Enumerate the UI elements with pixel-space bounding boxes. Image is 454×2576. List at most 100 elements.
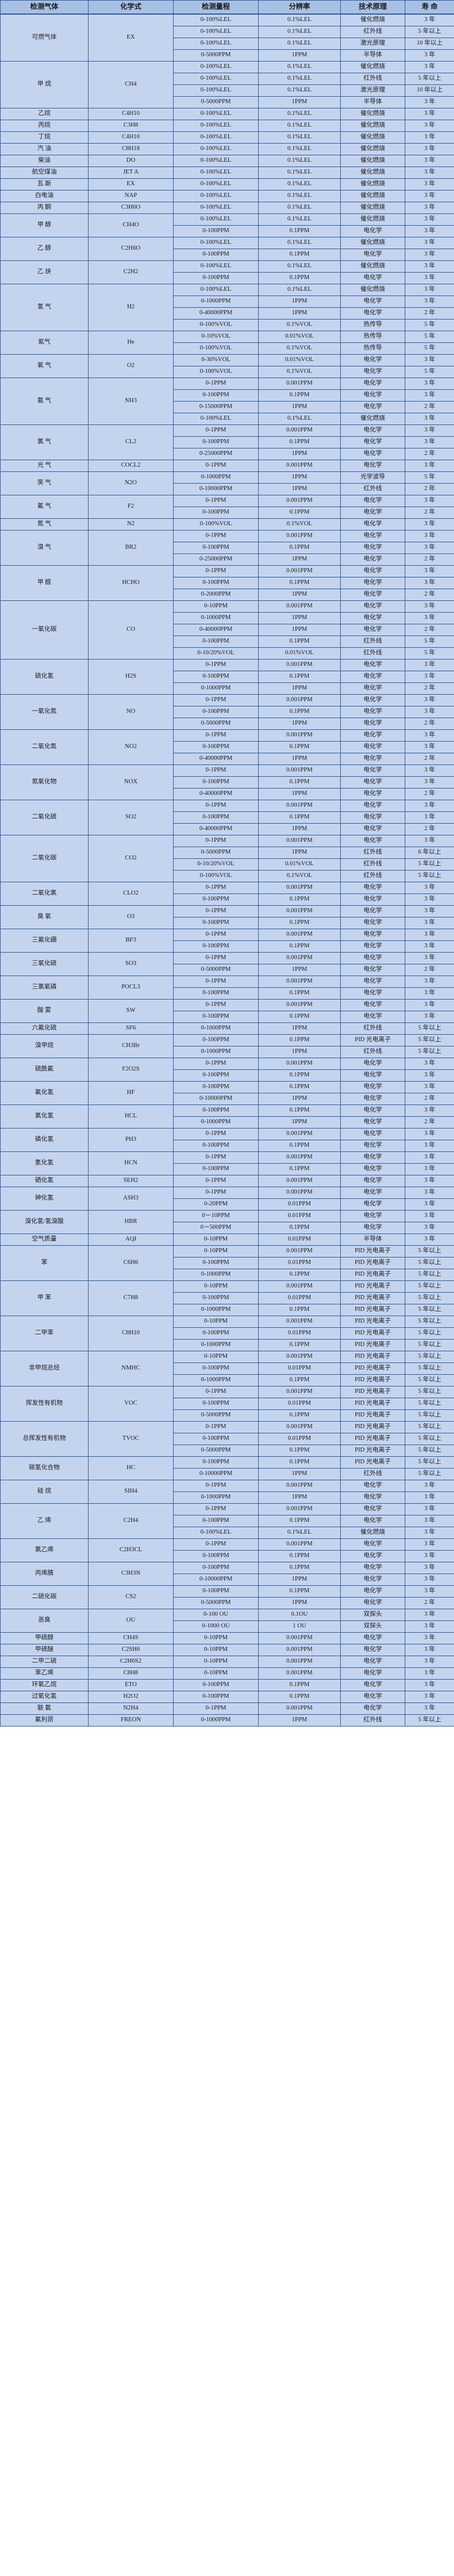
- cell-lifetime: 3 年: [405, 131, 454, 144]
- table-row: 航空煤油 JET A 0-100%LEL 0.1%LEL 催化燃烧 3 年: [0, 166, 454, 179]
- cell-formula: NO: [88, 694, 174, 730]
- cell-gas: 甲 烷: [0, 60, 89, 108]
- cell-resolution: 0.1PPM: [258, 635, 341, 648]
- cell-range: 0-10PPM: [173, 1667, 259, 1680]
- cell-lifetime: 5 年以上: [405, 869, 454, 882]
- cell-lifetime: 3 年: [405, 283, 454, 296]
- cell-lifetime: 3 年: [405, 1549, 454, 1562]
- table-row: 溴 气 BR2 0-1PPM 0.001PPM 电化学 3 年: [0, 529, 454, 566]
- cell-lifetime: 2 年: [405, 1116, 454, 1129]
- cell-range: 0-100PPM: [173, 1432, 259, 1445]
- table-row: 氯乙烯 C2H3CL 0-1PPM 0.001PPM 电化学 3 年: [0, 1538, 454, 1562]
- table-row: 0-100PPM 0.1PPM 电化学 3 年: [1, 1069, 454, 1082]
- table-row: 0-100PPM 0.1PPM 电化学 3 年: [1, 1163, 454, 1175]
- cell-resolution: 0.1%LEL: [258, 213, 341, 226]
- cell-gas: 甲 醇: [0, 213, 89, 237]
- cell-formula: C3H3N: [88, 1561, 174, 1586]
- cell-lifetime: 3 年: [405, 881, 454, 894]
- cell-lifetime: 5 年以上: [405, 1714, 454, 1727]
- cell-lifetime: 5 年以上: [405, 1268, 454, 1281]
- cell-range: 0-1PPM: [173, 1174, 259, 1187]
- table-row: 0-100%LEL 0.1%LEL 激光原理 10 年以上: [1, 37, 454, 50]
- cell-formula: TVOC: [88, 1420, 174, 1457]
- cell-range: 0-5000PPM: [173, 1444, 259, 1457]
- cell-principle: 电化学: [340, 729, 405, 742]
- cell-lifetime: 3 年: [405, 1620, 454, 1633]
- cell-resolution: 0.1PPM: [258, 1456, 341, 1469]
- cell-lifetime: 3 年: [405, 494, 454, 507]
- cell-lifetime: 3 年: [405, 729, 454, 742]
- cell-resolution: 0.1%LEL: [258, 236, 341, 249]
- cell-lifetime: 3 年: [405, 377, 454, 390]
- cell-formula: SO3: [88, 951, 174, 976]
- cell-lifetime: 3 年: [405, 764, 454, 777]
- cell-resolution: 0.1PPM: [258, 271, 341, 284]
- cell-principle: 电化学: [340, 248, 405, 261]
- cell-resolution: 0.1PPM: [258, 1010, 341, 1023]
- table-row: 柴油 DO 0-100%LEL 0.1%LEL 催化燃烧 3 年: [0, 154, 454, 167]
- cell-lifetime: 5 年: [405, 342, 454, 355]
- cell-principle: 激光原理: [340, 37, 405, 50]
- cell-resolution: 1PPM: [258, 400, 341, 413]
- cell-range: 0-100PPM: [173, 389, 259, 402]
- table-row: 三氧化硫 SO3 0-1PPM 0.001PPM 电化学 3 年: [0, 951, 454, 976]
- cell-gas: 空气质量: [0, 1233, 89, 1246]
- cell-range: 0-100%LEL: [173, 412, 259, 425]
- table-row: 白电油 NAP 0-100%LEL 0.1%LEL 催化燃烧 3 年: [0, 189, 454, 202]
- cell-gas: 硫化氢: [0, 658, 89, 695]
- cell-range: 0-1PPM: [173, 951, 259, 964]
- cell-gas: 甲硫醚: [0, 1643, 89, 1656]
- table-row: 0-5000PPM 1PPM 半导体 3 年: [1, 96, 454, 108]
- cell-lifetime: 2 年: [405, 482, 454, 495]
- cell-lifetime: 3 年: [405, 1491, 454, 1504]
- cell-gas: 二氧化氮: [0, 729, 89, 765]
- cell-range: 0-1PPM: [173, 1538, 259, 1551]
- cell-lifetime: 3 年: [405, 1057, 454, 1070]
- cell-gas: 溴化氢/氢溴酸: [0, 1209, 89, 1234]
- cell-formula: C2H2: [88, 260, 174, 284]
- cell-formula: C2SH6: [88, 1643, 174, 1656]
- cell-principle: 激光原理: [340, 84, 405, 97]
- cell-principle: 电化学: [340, 682, 405, 695]
- cell-resolution: 0.1%LEL: [258, 37, 341, 50]
- cell-formula: SIH4: [88, 1479, 174, 1504]
- table-row: 0-10000PPM 1PPM 电化学 3 年: [1, 1573, 454, 1586]
- cell-resolution: 0.001PPM: [258, 975, 341, 988]
- cell-resolution: 0.1%LEL: [258, 283, 341, 296]
- table-row: 0-1000PPM 1PPM 电化学 2 年: [1, 1116, 454, 1129]
- cell-formula: VOC: [88, 1385, 174, 1422]
- cell-resolution: 0.01PPM: [258, 1292, 341, 1304]
- cell-formula: DO: [88, 154, 174, 167]
- cell-lifetime: 3 年: [405, 1186, 454, 1199]
- cell-range: 0-5000PPM: [173, 717, 259, 730]
- cell-lifetime: 2 年: [405, 682, 454, 695]
- cell-gas: 瓦 斯: [0, 178, 89, 191]
- cell-range: 0－500PPM: [173, 1221, 259, 1234]
- table-row: 总挥发性有机物 TVOC 0-1PPM 0.001PPM PID 光电离子 5 年以上: [0, 1420, 454, 1457]
- cell-range: 0-100%LEL: [173, 154, 259, 167]
- cell-lifetime: 3 年: [405, 1526, 454, 1539]
- cell-lifetime: 3 年: [405, 248, 454, 261]
- cell-principle: 热传导: [340, 330, 405, 343]
- cell-lifetime: 5 年以上: [405, 1444, 454, 1457]
- cell-lifetime: 5 年以上: [405, 1397, 454, 1410]
- cell-resolution: 0.1PPM: [258, 1444, 341, 1457]
- table-row: 非甲烷总烃 NMHC 0-10PPM 0.001PPM PID 光电离子 5 年以上: [0, 1350, 454, 1386]
- cell-principle: 电化学: [340, 1163, 405, 1175]
- table-row: 氟 气 F2 0-1PPM 0.001PPM 电化学 3 年: [0, 494, 454, 519]
- cell-principle: 电化学: [340, 225, 405, 237]
- table-row: 苯乙烯 C8H8 0-10PPM 0.001PPM 电化学 3 年: [0, 1667, 454, 1680]
- cell-principle: 电化学: [340, 494, 405, 507]
- cell-lifetime: 3 年: [405, 740, 454, 753]
- cell-resolution: 0.1PPM: [258, 248, 341, 261]
- cell-resolution: 1PPM: [258, 1714, 341, 1727]
- cell-principle: 电化学: [340, 1186, 405, 1199]
- cell-resolution: 0.1PPM: [258, 1163, 341, 1175]
- cell-resolution: 1PPM: [258, 823, 341, 835]
- table-row: 瓦 斯 EX 0-100%LEL 0.1%LEL 催化燃烧 3 年: [0, 178, 454, 191]
- cell-lifetime: 3 年: [405, 1080, 454, 1093]
- cell-formula: C7H8: [88, 1280, 174, 1316]
- cell-resolution: 0.1%LEL: [258, 1526, 341, 1539]
- table-row: 空气质量 AQI 0-10PPM 0.01PPM 半导体 3 年: [0, 1233, 454, 1246]
- cell-range: 0-1PPM: [173, 881, 259, 894]
